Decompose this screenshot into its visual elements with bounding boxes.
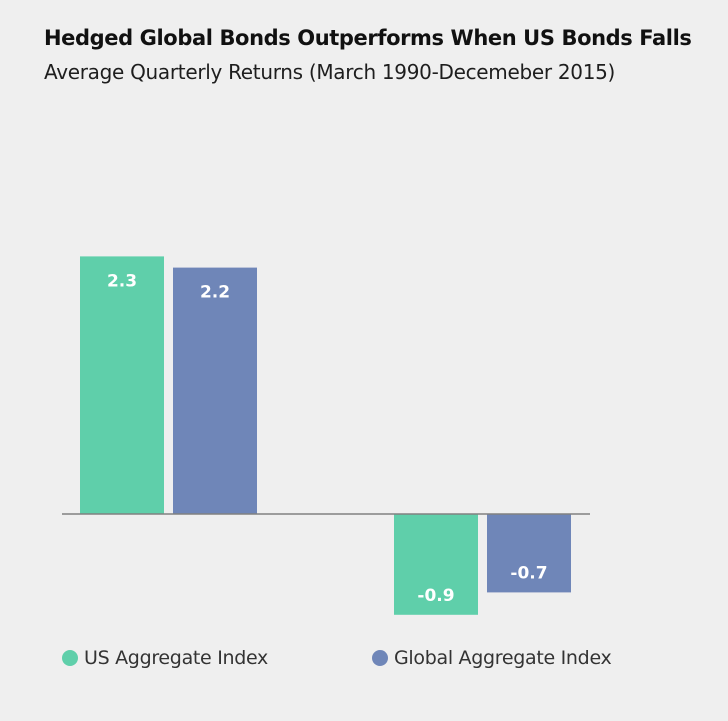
- legend-item-global-aggregate: Global Aggregate Index: [372, 644, 612, 672]
- data-label-global-aggregate-1: 2.2: [200, 283, 230, 303]
- legend-swatch-us-aggregate: [62, 650, 78, 666]
- legend-label-us-aggregate: US Aggregate Index: [84, 647, 268, 669]
- bar-global-aggregate-1: [173, 267, 257, 514]
- bar-us-aggregate-2: [394, 514, 478, 615]
- bar-global-aggregate-2: [487, 514, 571, 593]
- legend-swatch-global-aggregate: [372, 650, 388, 666]
- chart-title: Hedged Global Bonds Outperforms When US …: [44, 26, 692, 50]
- data-label-us-aggregate-1: 2.3: [107, 271, 137, 291]
- legend-item-us-aggregate: US Aggregate Index: [62, 644, 268, 672]
- legend-label-global-aggregate: Global Aggregate Index: [394, 647, 612, 669]
- data-label-us-aggregate-2: -0.9: [417, 586, 454, 606]
- bar-us-aggregate-1: [80, 256, 164, 514]
- data-label-global-aggregate-2: -0.7: [510, 563, 547, 583]
- chart-subtitle: Average Quarterly Returns (March 1990-De…: [44, 60, 616, 84]
